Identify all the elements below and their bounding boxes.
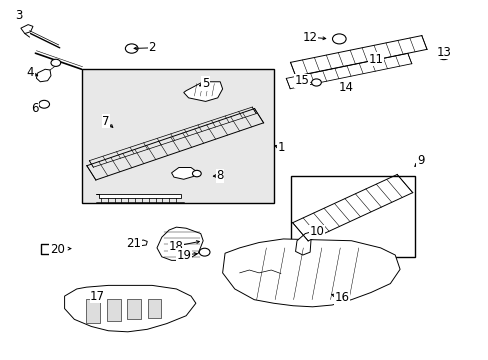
Text: 2: 2 bbox=[148, 41, 156, 54]
Text: 8: 8 bbox=[216, 169, 224, 182]
Text: 11: 11 bbox=[367, 53, 383, 66]
Circle shape bbox=[311, 79, 321, 86]
Polygon shape bbox=[36, 69, 51, 82]
Text: 18: 18 bbox=[169, 240, 183, 253]
Text: 16: 16 bbox=[334, 291, 348, 305]
Bar bbox=[81, 69, 273, 203]
Polygon shape bbox=[295, 232, 311, 255]
Polygon shape bbox=[147, 298, 161, 318]
Text: 21: 21 bbox=[126, 237, 141, 250]
Text: 19: 19 bbox=[176, 248, 191, 261]
Circle shape bbox=[192, 170, 201, 177]
Text: 5: 5 bbox=[202, 77, 209, 90]
Text: 17: 17 bbox=[90, 289, 105, 303]
Text: 15: 15 bbox=[294, 74, 309, 87]
Polygon shape bbox=[183, 82, 222, 102]
Circle shape bbox=[125, 44, 138, 53]
Circle shape bbox=[51, 59, 61, 66]
Polygon shape bbox=[127, 298, 141, 319]
Text: 6: 6 bbox=[31, 102, 38, 115]
Polygon shape bbox=[64, 285, 196, 332]
Polygon shape bbox=[222, 239, 399, 307]
Text: 1: 1 bbox=[277, 141, 284, 154]
Text: 14: 14 bbox=[338, 81, 353, 94]
Polygon shape bbox=[96, 194, 181, 198]
Circle shape bbox=[437, 50, 449, 60]
Circle shape bbox=[39, 100, 49, 108]
Text: 13: 13 bbox=[435, 46, 450, 59]
Polygon shape bbox=[86, 298, 100, 323]
Circle shape bbox=[332, 34, 346, 44]
Polygon shape bbox=[157, 227, 203, 260]
Text: 4: 4 bbox=[27, 66, 34, 79]
Text: 20: 20 bbox=[50, 243, 64, 256]
Bar bbox=[290, 176, 414, 257]
Polygon shape bbox=[135, 240, 147, 246]
Text: 7: 7 bbox=[102, 114, 109, 127]
Polygon shape bbox=[21, 24, 33, 33]
Text: 12: 12 bbox=[302, 31, 317, 44]
Text: 9: 9 bbox=[416, 154, 424, 167]
Polygon shape bbox=[171, 167, 196, 179]
Circle shape bbox=[199, 248, 209, 256]
Text: 10: 10 bbox=[309, 225, 324, 238]
Text: 3: 3 bbox=[15, 9, 22, 22]
Text: 20: 20 bbox=[50, 243, 64, 256]
Polygon shape bbox=[107, 298, 120, 321]
